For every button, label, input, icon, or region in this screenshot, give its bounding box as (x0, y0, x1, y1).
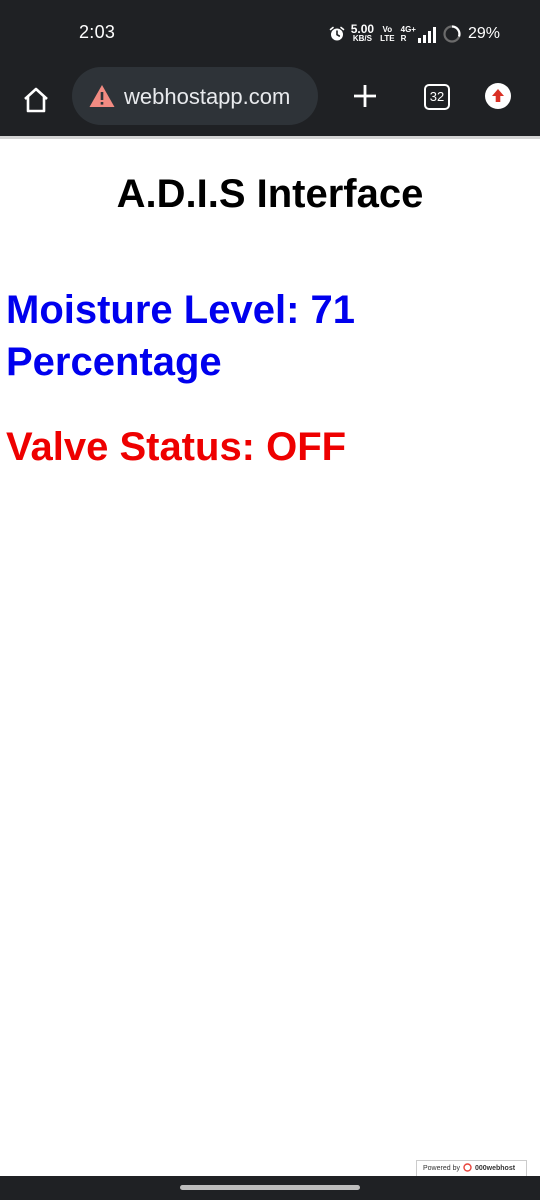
warning-icon[interactable] (88, 83, 116, 109)
signal-bars-icon (417, 27, 436, 43)
battery-ring-icon (442, 24, 462, 44)
url-bar[interactable]: webhostapp.com (72, 67, 318, 125)
net-speed: 5.00 KB/S (350, 22, 375, 43)
tab-switcher-button[interactable]: 32 (424, 84, 450, 110)
home-indicator[interactable] (180, 1185, 360, 1190)
valve-status-text: Valve Status: OFF (6, 425, 347, 469)
moisture-level-text: Moisture Level: 71 Percentage (6, 288, 356, 384)
status-time: 2:03 (79, 22, 116, 42)
volte-top: Vo (382, 25, 393, 34)
page-title: A.D.I.S Interface (116, 172, 424, 216)
status-indicators: 5.00 KB/S Vo LTE 4G+ R 29% (329, 21, 500, 47)
volte-bottom: LTE (380, 34, 395, 43)
network-type: 4G+ R (401, 25, 416, 43)
net-speed-value: 5.00 (350, 22, 375, 36)
menu-update-icon (485, 83, 511, 109)
url-text: webhostapp.com (124, 84, 291, 109)
browser-toolbar: webhostapp.com 32 (0, 64, 540, 136)
signal-group: 4G+ R (401, 25, 436, 43)
home-button[interactable] (18, 82, 54, 118)
powered-by-prefix: Powered by (423, 1165, 460, 1172)
network-top: 4G+ (400, 25, 416, 34)
toolbar-divider (0, 136, 540, 139)
network-bottom: R (400, 34, 407, 43)
alarm-icon (329, 26, 345, 42)
powered-by-brand: 000webhost (474, 1165, 516, 1172)
home-icon (24, 87, 48, 113)
plus-icon (354, 85, 376, 107)
volte-indicator: Vo LTE (380, 25, 395, 43)
menu-update-button[interactable] (484, 82, 512, 110)
battery-percent: 29% (467, 25, 500, 42)
powered-by-badge[interactable]: Powered by 000webhost (416, 1160, 527, 1177)
new-tab-button[interactable] (350, 81, 380, 111)
webhost-logo-icon (463, 1163, 472, 1174)
navigation-bar (0, 1176, 540, 1200)
status-bar: 2:03 5.00 KB/S Vo LTE 4G+ R (0, 0, 540, 64)
net-speed-unit: KB/S (352, 34, 372, 43)
